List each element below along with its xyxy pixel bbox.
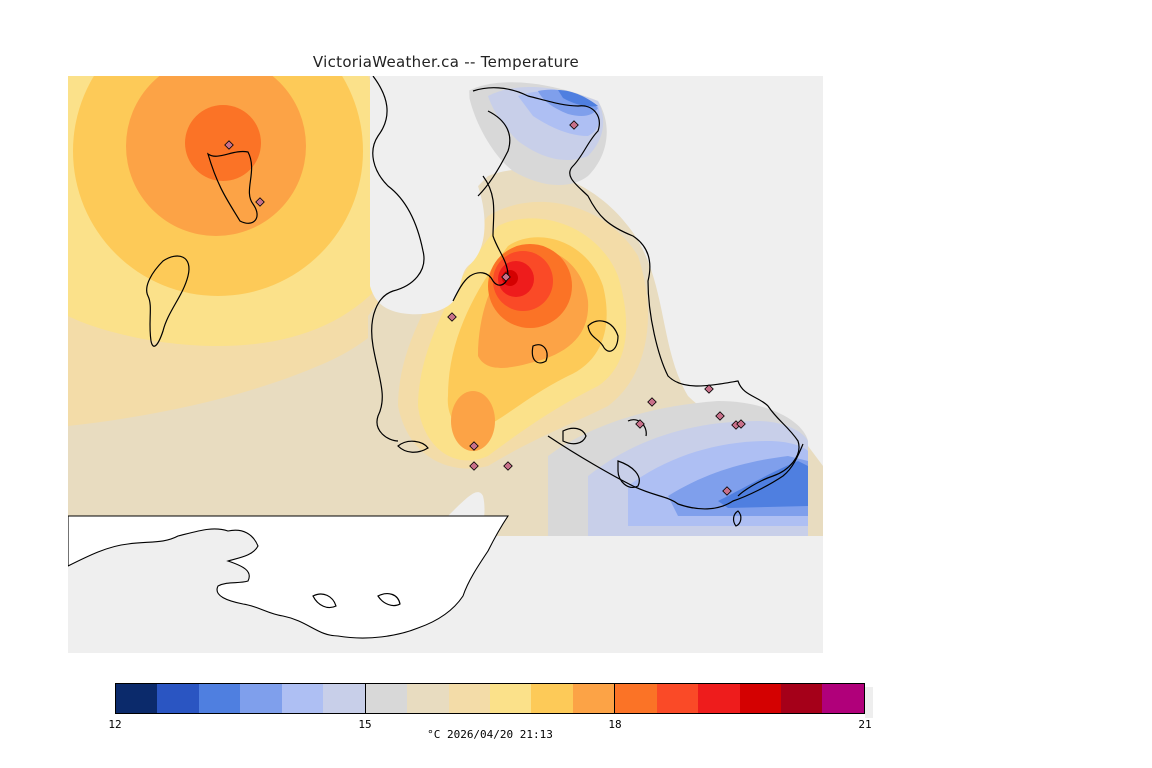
legend-swatch bbox=[281, 684, 324, 713]
station-marker bbox=[224, 140, 234, 150]
legend-swatch bbox=[781, 684, 823, 713]
station-marker bbox=[469, 461, 479, 471]
color-legend bbox=[115, 683, 873, 718]
legend-swatch bbox=[407, 684, 449, 713]
legend-tick-label: 18 bbox=[608, 718, 622, 731]
temperature-field bbox=[68, 76, 823, 536]
legend-shadow bbox=[865, 687, 873, 718]
legend-tick-label: 21 bbox=[858, 718, 872, 731]
station-marker bbox=[469, 441, 479, 451]
legend-swatch bbox=[198, 684, 241, 713]
south-landmass bbox=[68, 515, 510, 639]
weather-stations bbox=[224, 120, 746, 496]
legend-swatch bbox=[116, 684, 158, 713]
legend-swatch bbox=[157, 684, 199, 713]
legend-tick-label: 15 bbox=[358, 718, 372, 731]
legend-swatch bbox=[364, 684, 408, 713]
legend-swatch bbox=[489, 684, 532, 713]
station-marker bbox=[704, 384, 714, 394]
station-marker bbox=[722, 486, 732, 496]
coastlines bbox=[146, 76, 804, 609]
station-marker bbox=[647, 397, 657, 407]
station-marker bbox=[447, 312, 457, 322]
legend-swatch bbox=[240, 684, 282, 713]
station-marker bbox=[635, 419, 645, 429]
station-marker bbox=[569, 120, 579, 130]
legend-swatch bbox=[323, 684, 365, 713]
legend-swatch bbox=[614, 684, 657, 713]
station-marker bbox=[501, 272, 511, 282]
legend-caption: °C 2026/04/20 21:13 bbox=[427, 728, 553, 741]
legend-swatch bbox=[572, 684, 615, 713]
station-marker bbox=[715, 411, 725, 421]
legend-bar bbox=[115, 683, 865, 714]
legend-swatch bbox=[531, 684, 573, 713]
station-marker bbox=[255, 197, 265, 207]
map-title: VictoriaWeather.ca -- Temperature bbox=[312, 53, 580, 71]
legend-swatch bbox=[822, 684, 864, 713]
legend-tick-label: 12 bbox=[108, 718, 122, 731]
legend-swatch bbox=[448, 684, 490, 713]
temperature-map[interactable] bbox=[68, 76, 823, 653]
legend-swatch bbox=[698, 684, 740, 713]
legend-swatch bbox=[656, 684, 699, 713]
station-marker bbox=[503, 461, 513, 471]
station-marker bbox=[736, 419, 746, 429]
legend-swatch bbox=[739, 684, 781, 713]
